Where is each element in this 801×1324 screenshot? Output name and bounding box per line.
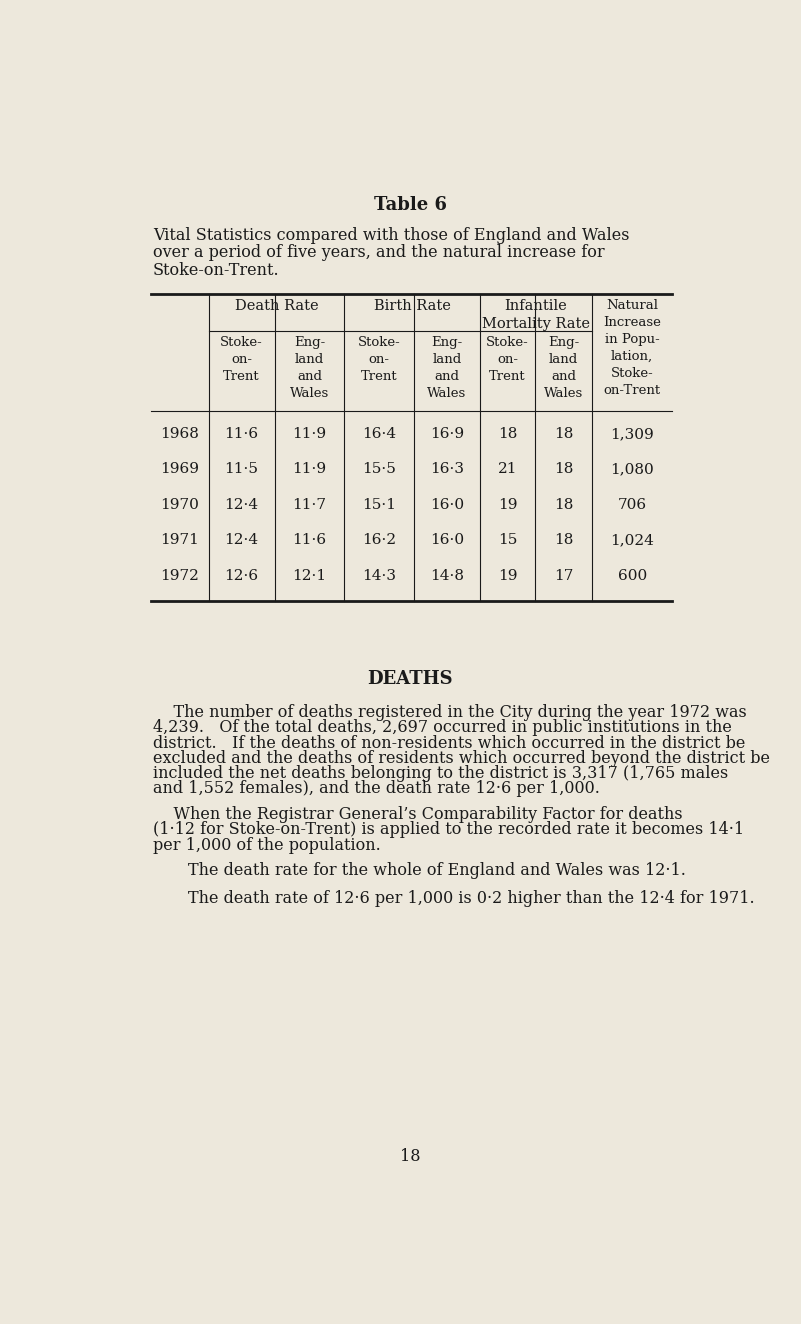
Text: Eng-
land
and
Wales: Eng- land and Wales bbox=[427, 336, 466, 400]
Text: 15·1: 15·1 bbox=[362, 498, 396, 511]
Text: The number of deaths registered in the City during the year 1972 was: The number of deaths registered in the C… bbox=[153, 704, 747, 722]
Text: 21: 21 bbox=[497, 462, 517, 477]
Text: 4,239.   Of the total deaths, 2,697 occurred in public institutions in the: 4,239. Of the total deaths, 2,697 occurr… bbox=[153, 719, 731, 736]
Text: 16·2: 16·2 bbox=[362, 534, 396, 547]
Text: 11·9: 11·9 bbox=[292, 462, 327, 477]
Text: Vital Statistics compared with those of England and Wales: Vital Statistics compared with those of … bbox=[153, 226, 630, 244]
Text: 18: 18 bbox=[553, 498, 574, 511]
Text: 18: 18 bbox=[497, 426, 517, 441]
Text: 15·5: 15·5 bbox=[362, 462, 396, 477]
Text: per 1,000 of the population.: per 1,000 of the population. bbox=[153, 837, 380, 854]
Text: DEATHS: DEATHS bbox=[368, 670, 453, 688]
Text: 15: 15 bbox=[497, 534, 517, 547]
Text: 1970: 1970 bbox=[160, 498, 199, 511]
Text: district.   If the deaths of non-residents which occurred in the district be: district. If the deaths of non-residents… bbox=[153, 735, 745, 752]
Text: 16·9: 16·9 bbox=[430, 426, 464, 441]
Text: 16·4: 16·4 bbox=[362, 426, 396, 441]
Text: 16·0: 16·0 bbox=[430, 498, 464, 511]
Text: 19: 19 bbox=[497, 568, 517, 583]
Text: Death Rate: Death Rate bbox=[235, 299, 318, 312]
Text: 11·7: 11·7 bbox=[292, 498, 326, 511]
Text: and 1,552 females), and the death rate 12·6 per 1,000.: and 1,552 females), and the death rate 1… bbox=[153, 780, 600, 797]
Text: 18: 18 bbox=[400, 1148, 421, 1165]
Text: 14·3: 14·3 bbox=[362, 568, 396, 583]
Text: 1969: 1969 bbox=[160, 462, 199, 477]
Text: 17: 17 bbox=[553, 568, 574, 583]
Text: 12·1: 12·1 bbox=[292, 568, 327, 583]
Text: over a period of five years, and the natural increase for: over a period of five years, and the nat… bbox=[153, 245, 605, 261]
Text: Stoke-on-Trent.: Stoke-on-Trent. bbox=[153, 262, 280, 279]
Text: Table 6: Table 6 bbox=[373, 196, 447, 214]
Text: 14·8: 14·8 bbox=[430, 568, 464, 583]
Text: 11·6: 11·6 bbox=[292, 534, 327, 547]
Text: Infantile
Mortality Rate: Infantile Mortality Rate bbox=[482, 299, 590, 331]
Text: Natural
Increase
in Popu-
lation,
Stoke-
on-Trent: Natural Increase in Popu- lation, Stoke-… bbox=[603, 299, 661, 397]
Text: 18: 18 bbox=[553, 462, 574, 477]
Text: The death rate of 12·6 per 1,000 is 0·2 higher than the 12·4 for 1971.: The death rate of 12·6 per 1,000 is 0·2 … bbox=[187, 890, 755, 907]
Text: 1,309: 1,309 bbox=[610, 426, 654, 441]
Text: (1·12 for Stoke-on-Trent) is applied to the recorded rate it becomes 14·1: (1·12 for Stoke-on-Trent) is applied to … bbox=[153, 821, 744, 838]
Text: included the net deaths belonging to the district is 3,317 (1,765 males: included the net deaths belonging to the… bbox=[153, 765, 728, 782]
Text: Birth Rate: Birth Rate bbox=[373, 299, 450, 312]
Text: 1971: 1971 bbox=[160, 534, 199, 547]
Text: 1968: 1968 bbox=[160, 426, 199, 441]
Text: Eng-
land
and
Wales: Eng- land and Wales bbox=[290, 336, 329, 400]
Text: Eng-
land
and
Wales: Eng- land and Wales bbox=[544, 336, 583, 400]
Text: 16·0: 16·0 bbox=[430, 534, 464, 547]
Text: 16·3: 16·3 bbox=[430, 462, 464, 477]
Text: 11·5: 11·5 bbox=[224, 462, 259, 477]
Text: 19: 19 bbox=[497, 498, 517, 511]
Text: 1,024: 1,024 bbox=[610, 534, 654, 547]
Text: The death rate for the whole of England and Wales was 12·1.: The death rate for the whole of England … bbox=[187, 862, 686, 879]
Text: 18: 18 bbox=[553, 426, 574, 441]
Text: 12·4: 12·4 bbox=[224, 534, 259, 547]
Text: excluded and the deaths of residents which occurred beyond the district be: excluded and the deaths of residents whi… bbox=[153, 749, 770, 767]
Text: 600: 600 bbox=[618, 568, 646, 583]
Text: Stoke-
on-
Trent: Stoke- on- Trent bbox=[358, 336, 400, 383]
Text: 12·6: 12·6 bbox=[224, 568, 259, 583]
Text: 18: 18 bbox=[553, 534, 574, 547]
Text: When the Registrar General’s Comparability Factor for deaths: When the Registrar General’s Comparabili… bbox=[153, 806, 682, 824]
Text: 11·6: 11·6 bbox=[224, 426, 259, 441]
Text: 1,080: 1,080 bbox=[610, 462, 654, 477]
Text: 706: 706 bbox=[618, 498, 646, 511]
Text: 11·9: 11·9 bbox=[292, 426, 327, 441]
Text: Stoke-
on-
Trent: Stoke- on- Trent bbox=[220, 336, 263, 383]
Text: 1972: 1972 bbox=[160, 568, 199, 583]
Text: Stoke-
on-
Trent: Stoke- on- Trent bbox=[486, 336, 529, 383]
Text: 12·4: 12·4 bbox=[224, 498, 259, 511]
